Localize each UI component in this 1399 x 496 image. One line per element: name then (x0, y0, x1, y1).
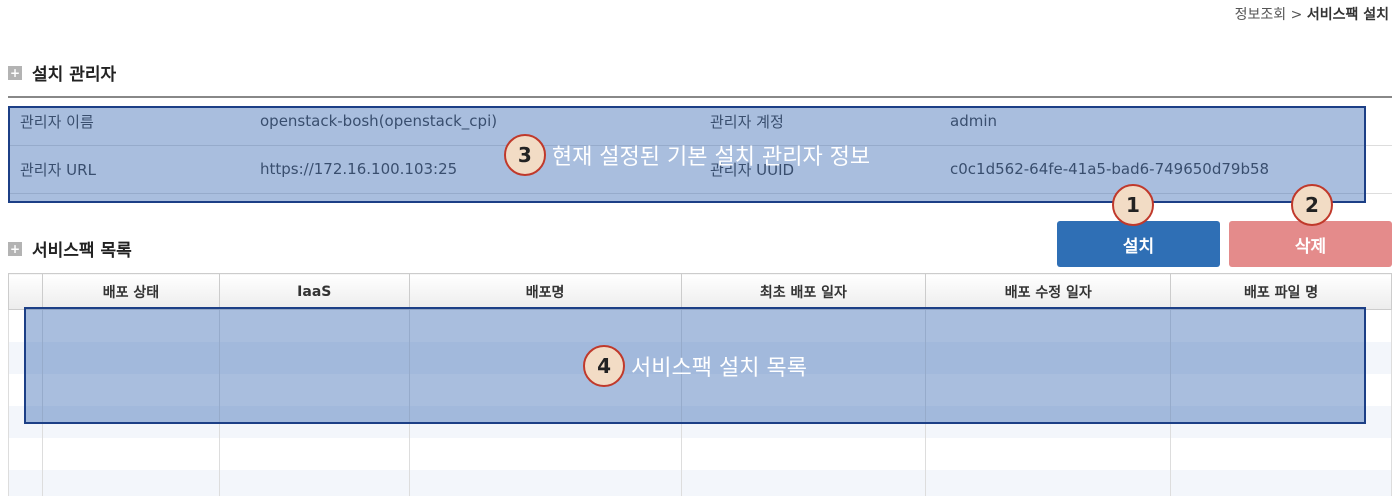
table-row (8, 373, 1392, 406)
plus-icon: + (8, 65, 22, 80)
breadcrumb: 정보조회 > 서비스팩 설치 (1235, 4, 1389, 24)
annotation-servicepack-list: 4 서비스팩 설치 목록 (24, 307, 1366, 424)
installer-url-value: https://172.16.100.103:25 (260, 160, 458, 178)
annotation-badge-4: 4 (583, 344, 626, 387)
annotation-badge-3: 3 (503, 133, 546, 176)
annotation-installer-info: 3 현재 설정된 기본 설치 관리자 정보 (8, 106, 1366, 203)
servicepack-section-title: + 서비스팩 목록 (8, 236, 132, 261)
installer-section-title-text: 설치 관리자 (32, 65, 117, 85)
installer-row: 관리자 이름 openstack-bosh(openstack_cpi) 관리자… (8, 97, 1392, 145)
annotation-badge-1: 1 (1112, 184, 1154, 226)
installer-row: 관리자 URL https://172.16.100.103:25 관리자 UU… (8, 145, 1392, 193)
installer-uuid-label: 관리자 UUID (710, 160, 795, 179)
installer-info-table: 관리자 이름 openstack-bosh(openstack_cpi) 관리자… (8, 96, 1392, 194)
installer-uuid-value: c0c1d562-64fe-41a5-bad6-749650d79b58 (950, 160, 1270, 178)
annotation-installer-info-text: 현재 설정된 기본 설치 관리자 정보 (551, 144, 871, 170)
breadcrumb-parent[interactable]: 정보조회 (1234, 7, 1287, 23)
installer-name-value: openstack-bosh(openstack_cpi) (260, 112, 498, 131)
list-header-iaas[interactable]: IaaS (218, 273, 410, 310)
table-row (8, 469, 1392, 496)
table-row (8, 341, 1392, 374)
breadcrumb-current: 서비스팩 설치 (1306, 7, 1389, 23)
list-header-deploy-file-name[interactable]: 배포 파일 명 (1170, 273, 1392, 310)
table-row (8, 437, 1392, 470)
list-header-deploy-name[interactable]: 배포명 (408, 273, 682, 310)
delete-button[interactable]: 삭제 (1229, 221, 1392, 267)
installer-name-label: 관리자 이름 (20, 112, 94, 131)
annotation-badge-2: 2 (1291, 184, 1333, 226)
installer-url-label: 관리자 URL (20, 160, 96, 179)
table-row (8, 405, 1392, 438)
list-header-first-deploy-date[interactable]: 최초 배포 일자 (680, 273, 927, 310)
table-row (8, 309, 1392, 342)
install-button[interactable]: 설치 (1057, 221, 1220, 267)
plus-icon: + (8, 241, 22, 256)
annotation-servicepack-list-text: 서비스팩 설치 목록 (631, 355, 807, 381)
installer-account-value: admin (950, 112, 997, 131)
breadcrumb-separator: > (1290, 7, 1303, 23)
servicepack-section-title-text: 서비스팩 목록 (32, 241, 132, 261)
servicepack-list-table: 배포 상태 IaaS 배포명 최초 배포 일자 배포 수정 일자 배포 파일 명 (8, 273, 1392, 496)
list-header-checkbox-column (8, 273, 43, 310)
list-header-deploy-status[interactable]: 배포 상태 (41, 273, 220, 310)
list-header-row: 배포 상태 IaaS 배포명 최초 배포 일자 배포 수정 일자 배포 파일 명 (8, 273, 1392, 310)
installer-account-label: 관리자 계정 (710, 112, 784, 131)
list-header-modified-deploy-date[interactable]: 배포 수정 일자 (925, 273, 1172, 310)
installer-section-title: + 설치 관리자 (8, 60, 116, 85)
